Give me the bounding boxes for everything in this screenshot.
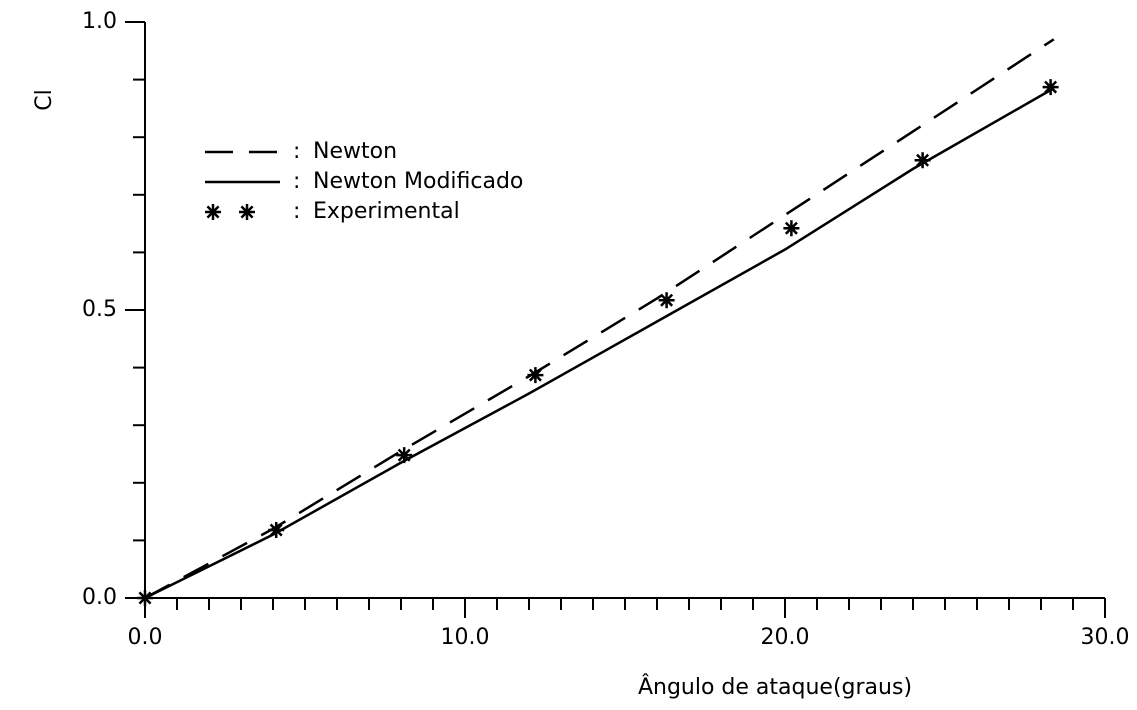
x-tick-label: 20.0 <box>761 625 810 650</box>
x-tick-label: 10.0 <box>441 625 490 650</box>
line <box>144 38 1055 600</box>
marker <box>658 292 675 309</box>
legend-symbol <box>239 204 255 220</box>
legend-label: Newton Modificado <box>313 169 523 194</box>
legend-label: Newton <box>313 139 397 164</box>
legend-label: Experimental <box>313 199 460 224</box>
legend-separator: : <box>293 139 300 164</box>
marker <box>137 590 153 606</box>
x-tick-label: 0.0 <box>128 625 163 650</box>
x-axis-label: Ângulo de ataque(graus) <box>638 674 912 700</box>
legend-separator: : <box>293 199 300 224</box>
marker <box>783 220 800 237</box>
marker <box>527 367 544 384</box>
marker <box>1042 79 1059 96</box>
y-tick-label: 0.5 <box>82 297 117 322</box>
y-tick-label: 1.0 <box>82 9 117 34</box>
x-tick-label: 30.0 <box>1081 625 1130 650</box>
marker <box>268 522 285 539</box>
y-axis-label: Cl <box>32 89 57 110</box>
line <box>144 87 1055 600</box>
legend-separator: : <box>293 169 300 194</box>
marker <box>914 152 931 169</box>
legend-symbol <box>205 204 221 220</box>
marker <box>396 447 413 464</box>
y-tick-label: 0.0 <box>82 585 117 610</box>
